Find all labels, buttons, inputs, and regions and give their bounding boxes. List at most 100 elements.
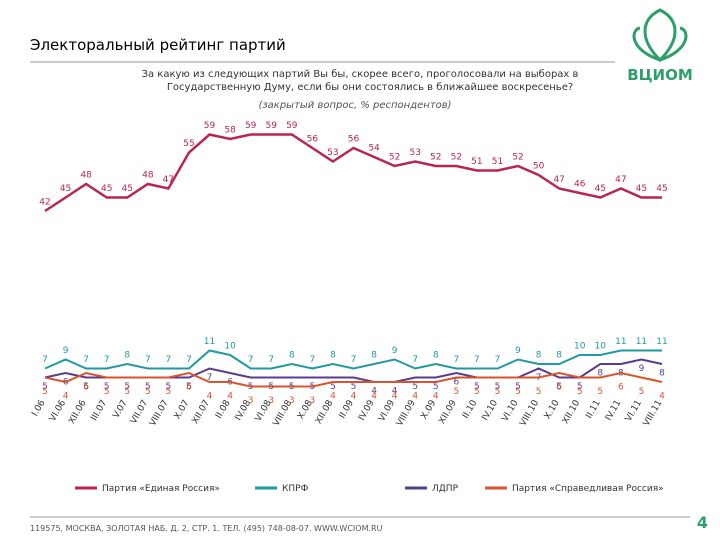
data-label: 6 — [556, 383, 562, 393]
data-label: 52 — [451, 153, 462, 163]
x-tick-label: VII.07 — [129, 399, 151, 426]
data-label: 55 — [183, 139, 194, 149]
data-label: 8 — [659, 369, 665, 379]
data-label: 4 — [207, 392, 213, 402]
data-label: 5 — [42, 387, 48, 397]
data-label: 5 — [104, 387, 110, 397]
data-label: 5 — [515, 382, 521, 392]
data-label: 5 — [639, 387, 645, 397]
data-label: 5 — [495, 382, 501, 392]
data-label: 42 — [39, 198, 50, 208]
data-label: 59 — [245, 121, 257, 131]
data-label: 8 — [330, 351, 336, 361]
data-label: 5 — [474, 382, 480, 392]
data-label: 10 — [574, 342, 586, 352]
data-label: 7 — [145, 355, 151, 365]
data-label: 5 — [330, 382, 336, 392]
series-line — [44, 349, 662, 370]
data-label: 9 — [63, 346, 69, 356]
data-label: 7 — [42, 355, 48, 365]
data-label: 7 — [474, 355, 480, 365]
data-label: 3 — [289, 396, 295, 406]
legend-label: ЛДПР — [432, 484, 459, 494]
data-label: 54 — [368, 144, 380, 154]
x-tick-label: X.10 — [543, 398, 562, 421]
data-label: 9 — [639, 364, 645, 374]
data-label: 45 — [60, 184, 71, 194]
data-label: 11 — [204, 337, 215, 347]
data-label: 11 — [656, 337, 667, 347]
data-label: 5 — [515, 387, 521, 397]
x-tick-label: III.07 — [89, 399, 109, 423]
x-tick-label: XII.09 — [437, 398, 459, 426]
x-tick-label: IV.10 — [480, 398, 500, 422]
data-label: 7 — [309, 355, 315, 365]
data-label: 52 — [389, 153, 400, 163]
data-label: 8 — [597, 369, 603, 379]
x-tick-label: VI.09 — [377, 398, 397, 423]
x-tick-label: IV.09 — [357, 398, 377, 422]
data-label: 11 — [615, 337, 626, 347]
data-label: 52 — [512, 153, 523, 163]
legend-label: Партия «Единая Россия» — [102, 484, 220, 494]
data-label: 47 — [163, 175, 174, 185]
data-label: 8 — [536, 351, 542, 361]
data-label: 10 — [595, 342, 607, 352]
x-tick-label: XII.07 — [191, 399, 213, 426]
data-label: 4 — [371, 387, 377, 397]
x-tick-label: XII.06 — [67, 398, 89, 426]
data-label: 5 — [166, 387, 172, 397]
data-label: 5 — [124, 387, 130, 397]
data-label: 47 — [553, 175, 564, 185]
data-label: 51 — [471, 157, 482, 167]
data-label: 5 — [453, 387, 459, 397]
data-label: 11 — [636, 337, 647, 347]
data-label: 4 — [412, 392, 418, 402]
data-label: 5 — [186, 382, 192, 392]
data-label: 7 — [166, 355, 172, 365]
data-label: 9 — [392, 346, 398, 356]
data-label: 5 — [536, 387, 542, 397]
legend-label: КПРФ — [282, 484, 309, 494]
logo-text: ВЦИОМ — [627, 66, 693, 84]
data-label: 9 — [515, 346, 521, 356]
data-label: 58 — [224, 126, 236, 136]
data-label: 7 — [453, 355, 459, 365]
data-label: 53 — [327, 148, 338, 158]
data-label: 5 — [83, 382, 89, 392]
data-label: 6 — [186, 383, 192, 393]
data-label: 45 — [101, 184, 112, 194]
series-line — [44, 371, 663, 388]
data-label: 5 — [145, 382, 151, 392]
data-label: 7 — [268, 355, 274, 365]
data-label: 4 — [351, 392, 357, 402]
chart-title: Электоральный рейтинг партий — [30, 36, 286, 54]
data-label: 5 — [145, 387, 151, 397]
x-tick-label: VI.11 — [624, 399, 644, 424]
data-label: 52 — [430, 153, 441, 163]
data-label: 10 — [224, 342, 236, 352]
data-label: 7 — [351, 355, 357, 365]
data-label: 56 — [307, 135, 319, 145]
data-label: 45 — [122, 184, 133, 194]
footer: 119575, МОСКВА, ЗОЛОТАЯ НАБ. Д. 2, СТР. … — [30, 524, 383, 533]
data-label: 47 — [615, 175, 626, 185]
x-tick-label: IV.11 — [604, 399, 624, 423]
data-label: 7 — [186, 355, 192, 365]
series-line — [44, 133, 662, 213]
x-tick-label: X.07 — [173, 399, 192, 422]
note: (закрытый вопрос, % респондентов) — [258, 100, 451, 111]
data-label: 5 — [577, 387, 583, 397]
logo: ВЦИОМ — [627, 8, 693, 84]
data-label: 5 — [474, 387, 480, 397]
data-label: 45 — [595, 184, 606, 194]
data-label: 4 — [63, 392, 69, 402]
subtitle-line: За какую из следующих партий Вы бы, скор… — [142, 69, 579, 80]
data-label: 4 — [392, 387, 398, 397]
data-label: 7 — [495, 355, 501, 365]
x-tick-label: I.06 — [30, 398, 47, 418]
x-tick-label: XII.10 — [561, 398, 583, 426]
x-tick-label: II.10 — [461, 398, 480, 420]
